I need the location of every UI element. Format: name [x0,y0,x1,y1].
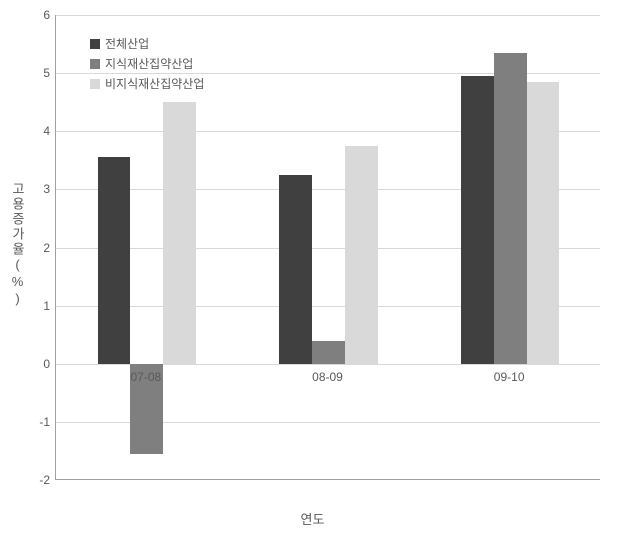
legend-item: 비지식재산집약산업 [90,75,204,92]
gridline [56,15,600,16]
legend-swatch [90,79,100,89]
bar [98,157,131,363]
bar [279,175,312,364]
bar [494,53,527,364]
y-tick-label: 6 [10,8,50,22]
x-axis-label: 연도 [301,509,325,528]
x-tick-label: 08-09 [312,370,343,384]
legend-label: 전체산업 [105,35,149,52]
y-tick-label: -2 [10,473,50,487]
bar [163,102,196,364]
y-tick-label: 3 [10,182,50,196]
legend-swatch [90,59,100,69]
legend-label: 비지식재산집약산업 [105,75,204,92]
y-tick-label: 0 [10,357,50,371]
y-tick-label: 4 [10,124,50,138]
bar [345,146,378,364]
y-tick-label: -1 [10,415,50,429]
y-tick-label: 1 [10,299,50,313]
bar [461,76,494,364]
legend-label: 지식재산집약산업 [105,55,193,72]
y-tick-label: 2 [10,241,50,255]
legend-item: 전체산업 [90,35,204,52]
chart-container: 전체산업지식재산집약산업비지식재산집약산업 고용증가율(%) 연도 -2-101… [0,0,625,536]
x-tick-label: 07-08 [130,370,161,384]
legend: 전체산업지식재산집약산업비지식재산집약산업 [90,35,204,95]
bar [312,341,345,364]
bar [527,82,560,364]
legend-item: 지식재산집약산업 [90,55,204,72]
legend-swatch [90,39,100,49]
y-tick-label: 5 [10,66,50,80]
x-tick-label: 09-10 [494,370,525,384]
